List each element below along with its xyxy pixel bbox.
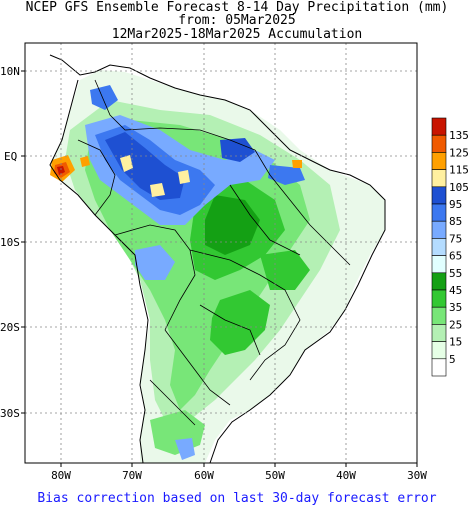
legend-swatch	[431, 238, 447, 256]
legend-swatch	[431, 324, 447, 342]
lat-label-10s: 10S	[0, 236, 20, 249]
precip-color-legend: 135 125 115 105 95 85 75 65 55 45 35 25 15 5	[431, 117, 469, 377]
precip-75-peru	[135, 245, 175, 280]
legend-label: 25	[449, 318, 462, 331]
precip-95-region	[105, 132, 185, 200]
legend-swatch	[431, 272, 447, 291]
legend-swatch	[431, 306, 447, 325]
legend-label: 65	[449, 250, 462, 263]
precip-45-southeast	[260, 250, 310, 290]
legend-label: 85	[449, 215, 462, 228]
map-title: NCEP GFS Ensemble Forecast 8-14 Day Prec…	[25, 0, 449, 15]
legend-label: 35	[449, 301, 462, 314]
precip-105-cell-a	[120, 155, 133, 172]
legend-swatch	[431, 289, 447, 308]
lon-label-70w: 70W	[122, 469, 142, 482]
legend-label: 125	[449, 146, 469, 159]
legend-swatch	[431, 117, 447, 136]
legend-swatch	[431, 152, 447, 170]
precip-135-ecuador	[57, 166, 65, 175]
legend-swatch	[431, 186, 447, 205]
legend-label: 95	[449, 198, 462, 211]
legend-label: 45	[449, 284, 462, 297]
legend-swatch	[431, 220, 447, 239]
precip-45-south	[210, 290, 270, 355]
precip-85-colombia	[90, 85, 118, 110]
legend-label: 75	[449, 232, 462, 245]
country-borders	[77, 79, 351, 426]
legend-swatch	[431, 203, 447, 222]
legend-label: 5	[449, 353, 456, 366]
bias-correction-note: Bias correction based on last 30-day for…	[37, 491, 437, 506]
legend-swatch	[431, 255, 447, 274]
precip-115-interior	[80, 156, 90, 167]
lat-label-10n: 10N	[0, 65, 20, 78]
legend-label: 105	[449, 181, 469, 194]
lat-label-20s: 20S	[0, 321, 20, 334]
lon-label-40w: 40W	[336, 469, 356, 482]
map-gridlines	[25, 43, 417, 463]
west-coastline	[49, 79, 149, 463]
lon-label-80w: 80W	[51, 469, 71, 482]
precip-105-cell-b	[150, 183, 165, 197]
axis-ticks	[21, 70, 418, 467]
legend-label: 115	[449, 164, 469, 177]
legend-swatch	[431, 169, 447, 188]
legend-label: 135	[449, 129, 469, 142]
lon-label-30w: 30W	[407, 469, 427, 482]
accumulation-period: 12Mar2025-18Mar2025 Accumulation	[111, 27, 363, 42]
legend-swatch	[431, 134, 447, 153]
precip-105-cell-c	[178, 170, 190, 184]
forecast-issue-date: from: 05Mar2025	[178, 13, 296, 28]
lon-label-60w: 60W	[194, 469, 214, 482]
precip-115-northcoast	[292, 160, 302, 168]
legend-label: 15	[449, 336, 462, 349]
lat-label-eq: EQ	[4, 150, 17, 163]
precip-75-south-tip	[175, 438, 195, 460]
precip-85-coast	[268, 165, 305, 185]
map-content	[25, 43, 417, 463]
map-frame	[24, 42, 418, 464]
lat-label-30s: 30S	[0, 407, 20, 420]
lon-label-50w: 50W	[265, 469, 285, 482]
coastline	[49, 54, 386, 463]
legend-label: 55	[449, 267, 462, 280]
legend-swatch	[431, 358, 447, 377]
legend-swatch	[431, 341, 447, 360]
